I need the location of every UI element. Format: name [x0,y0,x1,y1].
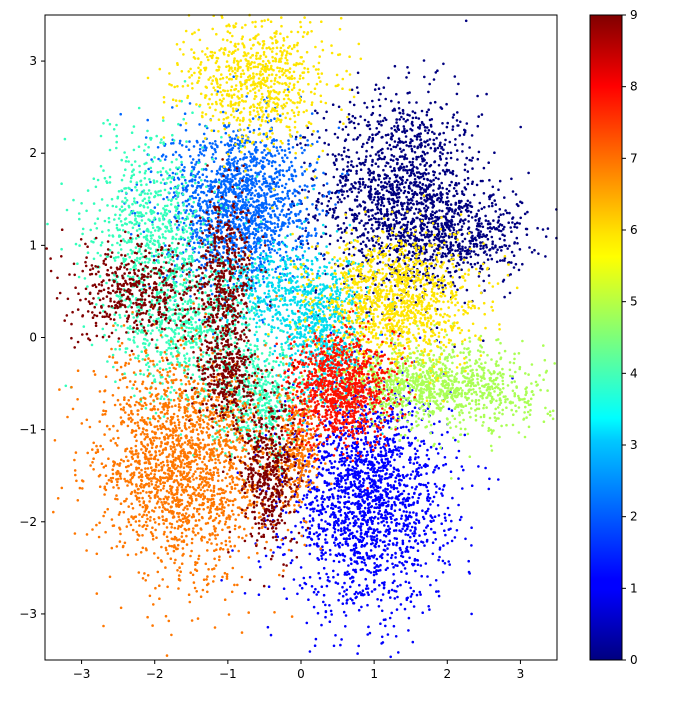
x-tick-label: 0 [297,667,305,681]
scatter-cluster-class-6-11 [146,13,363,209]
colorbar-tick-label: 9 [630,8,638,22]
scatter-cluster-class-8-15 [271,303,416,490]
x-tick-label: 3 [517,667,525,681]
y-tick-label: −3 [19,607,37,621]
scatter-cluster-class-9-17 [182,158,268,417]
scatter-points [45,13,558,659]
scatter-cluster-class-1-2 [220,331,514,659]
colorbar-tick-label: 8 [630,80,638,94]
y-tick-label: −2 [19,515,37,529]
x-tick-label: −1 [219,667,237,681]
scatter-cluster-class-9-19 [221,364,310,588]
colorbar-tick-label: 1 [630,581,638,595]
scatter-cluster-class-7-13 [52,278,333,657]
colorbar-tick-label: 0 [630,653,638,667]
y-tick-label: −1 [19,423,37,437]
y-tick-label: 3 [29,54,37,68]
y-tick-label: 0 [29,331,37,345]
x-tick-label: −3 [73,667,91,681]
colorbar-tick-label: 2 [630,510,638,524]
scatter-cluster-class-5-9 [279,322,548,442]
y-tick-label: 1 [29,238,37,252]
colorbar-tick-label: 5 [630,295,638,309]
x-axis: −3 −2 −1 0 1 2 3 [73,660,525,681]
scatter-cluster-class-9-18 [184,304,288,430]
scatter-cluster-class-0-1 [362,168,558,305]
colorbar-tick-label: 7 [630,151,638,165]
scatter-cluster-class-7-14 [267,356,330,532]
y-axis: −3 −2 −1 0 1 2 3 [19,54,45,621]
scatter-cluster-class-4-8 [186,294,326,488]
colorbar-tick-label: 6 [630,223,638,237]
x-tick-label: 2 [443,667,451,681]
x-tick-label: −2 [146,667,164,681]
colorbar-gradient [589,14,623,661]
colorbar-tick-label: 4 [630,366,638,380]
scatter-cluster-class-9-16 [45,219,268,362]
scatter-cluster-class-5-10 [375,323,556,480]
x-tick-label: 1 [370,667,378,681]
colorbar-tick-label: 3 [630,438,638,452]
colorbar: 0 1 2 3 4 5 6 7 8 9 [589,8,638,667]
y-tick-label: 2 [29,146,37,160]
